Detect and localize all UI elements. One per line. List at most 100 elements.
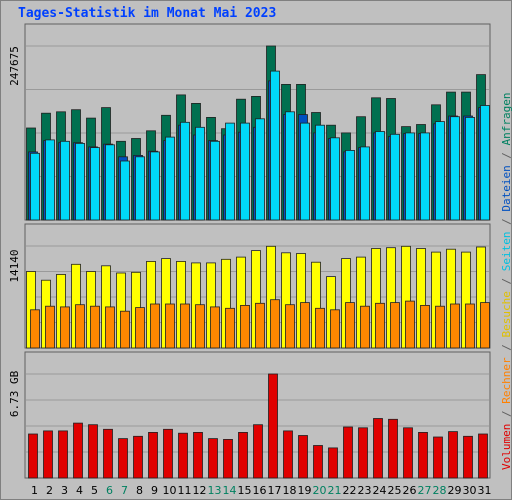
bar-hosts-day-1 bbox=[30, 309, 40, 349]
bar-volume-day-24 bbox=[373, 418, 383, 479]
series-legend: Volumen / Rechner / Besuche / Seiten / D… bbox=[500, 92, 512, 470]
x-tick-label: 28 bbox=[433, 484, 447, 497]
bar-pages-day-17 bbox=[270, 70, 280, 221]
bar-volume-day-9 bbox=[148, 431, 158, 479]
max-label-requests: 247675 bbox=[8, 46, 21, 86]
bar-volume-day-1 bbox=[28, 433, 38, 479]
bar-pages-day-25 bbox=[390, 133, 400, 221]
bar-volume-day-30 bbox=[463, 435, 473, 479]
bar-hosts-day-17 bbox=[270, 299, 280, 349]
x-tick-label: 22 bbox=[343, 484, 357, 497]
x-tick-label: 5 bbox=[91, 484, 98, 497]
bar-pages-day-12 bbox=[195, 126, 205, 221]
x-tick-label: 13 bbox=[208, 484, 222, 497]
bar-pages-day-26 bbox=[405, 132, 415, 221]
legend-item: Besuche bbox=[500, 291, 512, 338]
bar-pages-day-7 bbox=[120, 160, 130, 221]
bar-pages-day-21 bbox=[330, 137, 340, 221]
bar-hosts-day-18 bbox=[285, 304, 295, 349]
legend-item: / bbox=[500, 211, 512, 232]
page-title: Tages-Statistik im Monat Mai 2023 bbox=[18, 6, 277, 21]
bar-volume-day-5 bbox=[88, 424, 98, 479]
bar-volume-day-13 bbox=[208, 438, 218, 479]
bar-hosts-day-31 bbox=[480, 302, 490, 349]
bar-volume-day-10 bbox=[163, 428, 173, 479]
max-label-volume: 6.73 GB bbox=[8, 370, 21, 417]
bar-hosts-day-12 bbox=[195, 304, 205, 349]
x-tick-label: 16 bbox=[253, 484, 267, 497]
bar-volume-day-22 bbox=[343, 426, 353, 479]
bar-volume-day-29 bbox=[448, 431, 458, 479]
x-tick-label: 20 bbox=[313, 484, 327, 497]
legend-item: Rechner bbox=[500, 357, 512, 404]
bar-volume-day-25 bbox=[388, 418, 398, 479]
x-tick-label: 24 bbox=[373, 484, 387, 497]
bar-volume-day-19 bbox=[298, 435, 308, 479]
bar-pages-day-6 bbox=[105, 144, 115, 221]
x-tick-label: 4 bbox=[76, 484, 83, 497]
bar-volume-day-11 bbox=[178, 432, 188, 479]
x-tick-label: 14 bbox=[223, 484, 237, 497]
legend-item: Seiten bbox=[500, 231, 512, 272]
bar-hosts-day-4 bbox=[75, 304, 85, 349]
x-tick-label: 26 bbox=[403, 484, 417, 497]
bar-pages-day-13 bbox=[210, 140, 220, 221]
x-tick-label: 7 bbox=[121, 484, 128, 497]
legend-item: / bbox=[500, 145, 512, 166]
x-tick-label: 1 bbox=[31, 484, 38, 497]
bar-hosts-day-14 bbox=[225, 307, 235, 349]
bar-hosts-day-20 bbox=[315, 307, 325, 349]
bar-hosts-day-2 bbox=[45, 305, 55, 349]
bar-volume-day-17 bbox=[268, 373, 278, 479]
legend-item: / bbox=[500, 271, 512, 292]
bar-hosts-day-11 bbox=[180, 303, 190, 349]
bar-pages-day-9 bbox=[150, 151, 160, 221]
x-tick-label: 30 bbox=[463, 484, 477, 497]
x-tick-label: 21 bbox=[328, 484, 342, 497]
x-tick-label: 6 bbox=[106, 484, 113, 497]
bar-volume-day-6 bbox=[103, 428, 113, 479]
bar-hosts-day-10 bbox=[165, 303, 175, 349]
bar-volume-day-16 bbox=[253, 424, 263, 479]
x-tick-label: 11 bbox=[178, 484, 192, 497]
bar-hosts-day-9 bbox=[150, 303, 160, 349]
x-tick-label: 12 bbox=[193, 484, 207, 497]
bar-hosts-day-5 bbox=[90, 305, 100, 349]
bar-volume-day-28 bbox=[433, 436, 443, 479]
bar-volume-day-2 bbox=[43, 430, 53, 479]
bar-hosts-day-16 bbox=[255, 302, 265, 349]
bar-volume-day-20 bbox=[313, 445, 323, 479]
bar-hosts-day-26 bbox=[405, 300, 415, 349]
bar-volume-day-12 bbox=[193, 431, 203, 479]
x-tick-label: 25 bbox=[388, 484, 402, 497]
bar-pages-day-10 bbox=[165, 136, 175, 221]
x-tick-label: 19 bbox=[298, 484, 312, 497]
bar-volume-day-4 bbox=[73, 422, 83, 479]
bar-volume-day-8 bbox=[133, 435, 143, 479]
bar-volume-day-27 bbox=[418, 431, 428, 479]
legend-container: Volumen / Rechner / Besuche / Seiten / D… bbox=[498, 92, 512, 470]
bar-hosts-day-13 bbox=[210, 306, 220, 349]
bar-pages-day-28 bbox=[435, 121, 445, 221]
bar-pages-day-1 bbox=[30, 152, 40, 221]
bar-volume-day-15 bbox=[238, 431, 248, 479]
bar-pages-day-4 bbox=[75, 142, 85, 221]
legend-item: Dateien bbox=[500, 165, 512, 212]
bar-hosts-day-19 bbox=[300, 302, 310, 349]
bar-hosts-day-7 bbox=[120, 310, 130, 349]
x-tick-label: 17 bbox=[268, 484, 282, 497]
bar-volume-day-3 bbox=[58, 430, 68, 479]
bar-volume-day-7 bbox=[118, 438, 128, 479]
bar-hosts-day-27 bbox=[420, 304, 430, 349]
bar-pages-day-5 bbox=[90, 147, 100, 221]
bar-pages-day-24 bbox=[375, 131, 385, 221]
bar-volume-day-21 bbox=[328, 447, 338, 479]
legend-item: Volumen bbox=[500, 423, 512, 470]
x-tick-label: 8 bbox=[136, 484, 143, 497]
max-label-visits: 14140 bbox=[8, 249, 21, 282]
x-tick-label: 27 bbox=[418, 484, 432, 497]
bar-pages-day-16 bbox=[255, 118, 265, 221]
bar-hosts-day-22 bbox=[345, 302, 355, 349]
x-tick-label: 18 bbox=[283, 484, 297, 497]
